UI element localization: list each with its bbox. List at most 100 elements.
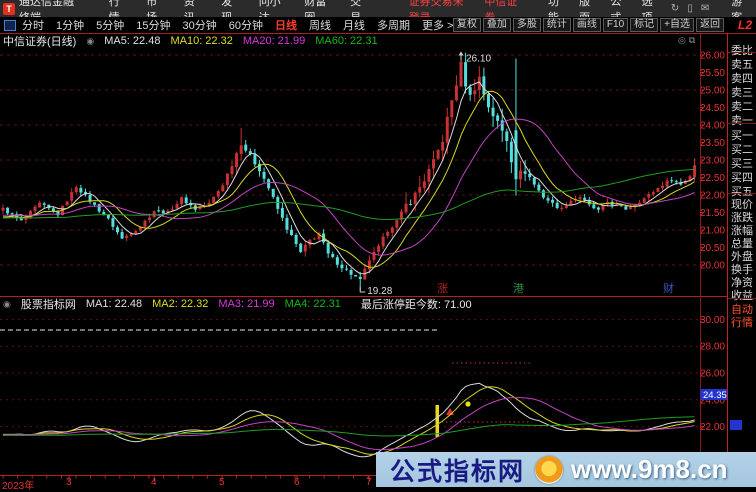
- ma-label-2: MA20: 21.99: [242, 35, 306, 47]
- time-label-4: 6: [294, 477, 300, 488]
- period-tab-8[interactable]: 月线: [343, 20, 365, 32]
- time-label-0: 2023年: [2, 481, 35, 492]
- indicator-line-1: [2, 382, 695, 458]
- mail-icon[interactable]: ✉: [700, 3, 710, 14]
- kline-window-icon[interactable]: [4, 19, 16, 31]
- symbol-settings-icon[interactable]: ◉: [86, 35, 95, 46]
- indicator-panel: 30.00 28.00 26.00 24.00 22.00: [0, 315, 725, 437]
- toolbar-button-0[interactable]: 复权: [452, 18, 481, 32]
- sidebar-field-20[interactable]: 行情: [731, 317, 753, 329]
- sidebar-field-4[interactable]: 卖二: [731, 101, 753, 113]
- ma-labels: MA5: 22.48 MA10: 22.32 MA20: 21.99 MA60: 22…: [104, 35, 387, 47]
- sidebar-field-16[interactable]: 换手: [731, 264, 753, 276]
- toolbar-button-6[interactable]: 标记: [630, 18, 659, 32]
- sidebar-field-5[interactable]: 卖一: [731, 115, 753, 127]
- event-mark-1: 港: [513, 282, 524, 295]
- sidebar-divider: [728, 52, 756, 53]
- sidebar-divider: [728, 123, 756, 124]
- period-tab-5[interactable]: 60分钟: [228, 20, 263, 32]
- toolbar-button-3[interactable]: 统计: [542, 18, 571, 32]
- quote-sidebar[interactable]: 委比卖五卖四卖三卖二卖一买一买二买三买四买五 现价 涨跌 涨幅 总量 外盘 换手 净资 收益自动…: [727, 17, 756, 452]
- sidebar-field-18[interactable]: 收益: [731, 290, 753, 302]
- period-tab-9[interactable]: 多周期: [377, 20, 410, 32]
- ma-label-3: MA60: 22.31: [315, 35, 378, 47]
- signal-mark-1: [465, 401, 471, 407]
- svg-text:26.00: 26.00: [700, 51, 725, 62]
- app-logo-icon: T: [3, 2, 15, 15]
- signal-bar: [435, 405, 439, 437]
- sidebar-field-14[interactable]: 总量: [731, 238, 753, 250]
- indicator-line-3: [3, 397, 695, 451]
- toolbar-button-2[interactable]: 多股: [512, 18, 541, 32]
- toolbar-button-1[interactable]: 叠加: [482, 18, 511, 32]
- site-logo: [535, 455, 564, 484]
- main-grid: [0, 54, 700, 266]
- time-label-1: 3: [66, 477, 72, 488]
- event-mark-2: 财: [663, 281, 674, 295]
- indicator-settings-icon[interactable]: ◉: [3, 298, 11, 309]
- chart-corner-icons[interactable]: ◎⧉: [678, 35, 699, 45]
- toolbar-button-4[interactable]: 画线: [572, 18, 601, 32]
- sidebar-field-12[interactable]: 涨跌: [731, 212, 753, 224]
- chart-annotations: 26.10 19.28 涨 港 财: [359, 51, 674, 297]
- svg-text:24.00: 24.00: [700, 121, 725, 132]
- time-label-3: 5: [219, 477, 225, 488]
- period-tabs: 分时 1分钟 5分钟 15分钟 30分钟 60分钟 日线 周线 月线 多周期 更多 >: [22, 17, 453, 33]
- sidebar-field-15[interactable]: 外盘: [731, 251, 753, 263]
- time-label-5: 7: [366, 477, 372, 488]
- phone-icon[interactable]: ▯: [687, 3, 693, 14]
- toolbar-button-8[interactable]: 返回: [696, 18, 724, 32]
- symbol-title[interactable]: 中信证券(日线): [3, 36, 77, 48]
- ma-line-10: [2, 90, 695, 268]
- watermark-banner: 公式指标网 www.9m8.cn: [376, 452, 756, 487]
- period-tab-10[interactable]: 更多 >: [422, 20, 454, 32]
- main-price-axis: 26.00 25.50 25.00 24.50 24.00 23.50 23.00 22.50…: [700, 51, 725, 272]
- indicator-extra-value: 最后涨停距今数: 71.00: [360, 299, 472, 311]
- sidebar-field-3[interactable]: 卖三: [731, 87, 753, 99]
- svg-text:22.00: 22.00: [700, 422, 725, 433]
- ind-ma-label-2: MA3: 21.99: [218, 298, 275, 310]
- sidebar-field-7[interactable]: 买二: [731, 144, 753, 156]
- svg-text:25.00: 25.00: [700, 86, 725, 97]
- level2-logo[interactable]: L2: [737, 18, 752, 32]
- ma-line-60: [2, 168, 695, 221]
- ind-ma-label-0: MA1: 22.48: [85, 298, 143, 310]
- refresh-icon[interactable]: ↻: [670, 3, 680, 14]
- sidebar-field-19[interactable]: 自动: [731, 304, 753, 316]
- svg-text:24.50: 24.50: [700, 103, 725, 114]
- sidebar-field-1[interactable]: 卖五: [731, 59, 753, 71]
- time-label-2: 4: [151, 477, 157, 488]
- sidebar-divider: [728, 298, 756, 299]
- svg-text:23.00: 23.00: [700, 156, 725, 167]
- toolbar-button-5[interactable]: F10: [602, 18, 629, 32]
- sidebar-field-8[interactable]: 买三: [731, 158, 753, 170]
- sidebar-field-17[interactable]: 净资: [731, 277, 753, 289]
- sidebar-field-6[interactable]: 买一: [731, 130, 753, 142]
- ind-ma-label-1: MA2: 22.32: [152, 298, 209, 310]
- event-mark-0: 涨: [437, 282, 448, 295]
- menu-bar: T 通达信金融终端 行情市场资讯发现问小达财富圈交易 证券交易未登录 中信证券 …: [0, 0, 756, 24]
- indicator-source[interactable]: 股票指标网: [20, 299, 76, 311]
- svg-text:20.50: 20.50: [700, 243, 725, 254]
- svg-text:21.50: 21.50: [700, 208, 725, 219]
- period-tab-6[interactable]: 日线: [275, 20, 297, 32]
- sidebar-field-11[interactable]: 现价: [731, 199, 753, 211]
- period-tab-2[interactable]: 5分钟: [96, 20, 125, 32]
- period-tab-4[interactable]: 30分钟: [182, 20, 217, 32]
- sidebar-field-10[interactable]: 买五: [731, 186, 753, 198]
- period-tab-7[interactable]: 周线: [309, 20, 331, 32]
- period-tab-0[interactable]: 分时: [22, 20, 44, 32]
- watermark-site-name: 公式指标网: [390, 457, 526, 486]
- candles-layer: [1, 51, 697, 291]
- sidebar-field-9[interactable]: 买四: [731, 172, 753, 184]
- sidebar-field-13[interactable]: 涨幅: [731, 225, 753, 237]
- period-tab-3[interactable]: 15分钟: [136, 20, 171, 32]
- indicator-value-badge: 24.35: [700, 389, 728, 401]
- sidebar-field-2[interactable]: 卖四: [731, 73, 753, 85]
- period-toolbar: 分时 1分钟 5分钟 15分钟 30分钟 60分钟 日线 周线 月线 多周期 更多 > 复权 叠加 多股…: [0, 17, 756, 34]
- period-tab-1[interactable]: 1分钟: [56, 20, 85, 32]
- watermark-url: www.9m8.cn: [571, 454, 728, 484]
- sidebar-field-0[interactable]: 委比: [731, 45, 753, 57]
- toolbar-button-7[interactable]: +自选: [660, 18, 694, 32]
